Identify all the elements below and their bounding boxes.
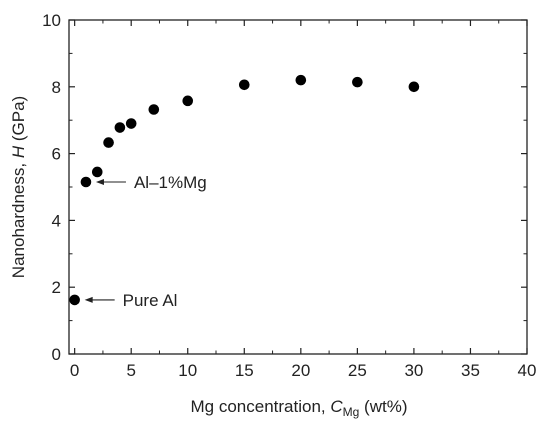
data-point [103, 137, 114, 148]
x-axis-title-sub: Mg [343, 405, 360, 419]
data-point [408, 81, 420, 93]
data-point [114, 122, 126, 133]
x-axis-title-suffix: (wt%) [359, 397, 407, 416]
x-tick-label: 0 [70, 361, 79, 380]
y-tick-label: 6 [52, 145, 61, 164]
annotation-label: Pure Al [123, 291, 178, 310]
x-tick-label: 40 [518, 361, 537, 380]
x-tick-label: 15 [235, 361, 254, 380]
annotations: Al–1%Mg Pure Al [84, 173, 207, 310]
y-tick-label: 10 [42, 11, 61, 30]
x-tick-label: 25 [348, 361, 367, 380]
ticks: 0 5 10 15 20 25 30 35 40 0 2 4 6 8 10 [42, 11, 536, 380]
x-tick-label: 10 [178, 361, 197, 380]
y-tick-label: 8 [52, 78, 61, 97]
x-axis-title-var: C [330, 397, 343, 416]
x-axis-title: Mg concentration, CMg (wt%) [191, 397, 408, 419]
y-axis-title-prefix: Nanohardness, [9, 158, 28, 278]
x-tick-label: 20 [291, 361, 310, 380]
data-point [182, 95, 194, 107]
x-tick-label: 5 [126, 361, 135, 380]
annotation-label: Al–1%Mg [134, 173, 207, 192]
data-point [148, 104, 160, 115]
y-tick-label: 4 [52, 211, 61, 230]
data-point [295, 74, 307, 86]
data-points [69, 74, 420, 306]
x-tick-label: 35 [461, 361, 480, 380]
y-tick-label: 0 [52, 345, 61, 364]
annotation-arrowhead [95, 178, 104, 185]
data-point [238, 79, 250, 91]
y-axis-title-suffix: (GPa) [9, 96, 28, 146]
y-axis-title-var: H [9, 145, 28, 158]
y-tick-label: 2 [52, 278, 61, 297]
x-axis-title-prefix: Mg concentration, [191, 397, 331, 416]
data-point [69, 294, 80, 306]
data-point [125, 118, 137, 129]
y-axis-title: Nanohardness, H (GPa) [9, 96, 28, 278]
x-tick-label: 30 [404, 361, 423, 380]
annotation-arrowhead [84, 296, 93, 303]
data-point [352, 76, 363, 88]
data-point [91, 166, 103, 178]
data-point [80, 176, 92, 188]
